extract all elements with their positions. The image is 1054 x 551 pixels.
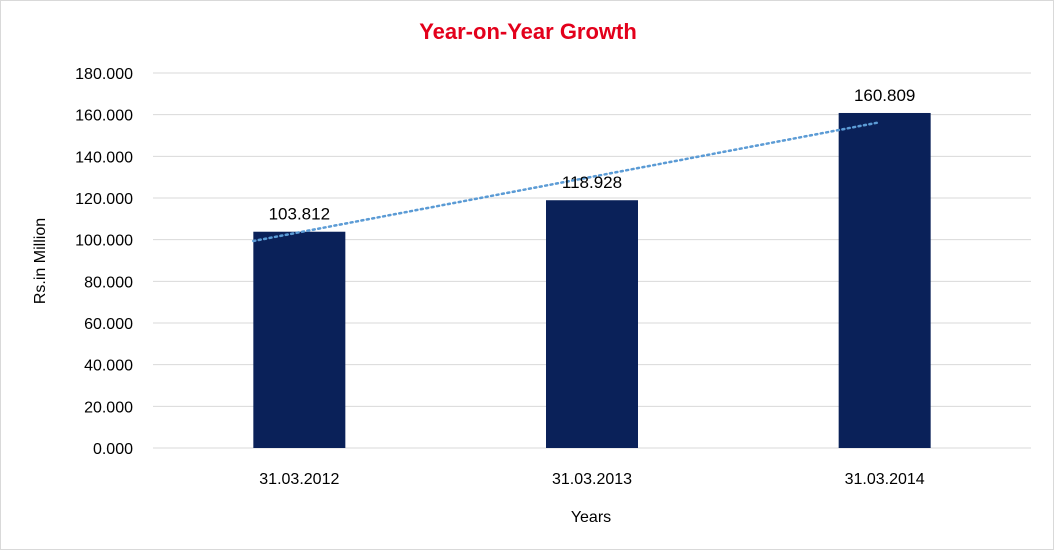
- y-axis-tick-labels: 0.000 20.000 40.000 60.000 80.000 100.000 120.…: [75, 66, 133, 458]
- chart-title: Year-on-Year Growth: [419, 19, 637, 44]
- bars: [253, 112, 931, 448]
- bar: [546, 200, 638, 448]
- data-labels: 103.812 118.928 160.809: [269, 86, 916, 224]
- y-tick-label: 160.000: [75, 108, 133, 125]
- y-tick-label: 40.000: [84, 358, 133, 375]
- trendline-group: [252, 121, 881, 243]
- y-tick-label: 120.000: [75, 191, 133, 208]
- bar: [253, 231, 346, 448]
- bar: [838, 112, 931, 448]
- y-tick-label: 140.000: [75, 149, 133, 166]
- data-label: 103.812: [269, 205, 330, 224]
- y-tick-label: 0.000: [93, 441, 133, 458]
- y-tick-label: 180.000: [75, 66, 133, 83]
- y-tick-label: 60.000: [84, 316, 133, 333]
- x-axis-title: Years: [571, 509, 611, 526]
- data-label: 118.928: [562, 173, 622, 192]
- trendline: [252, 121, 881, 243]
- y-tick-label: 20.000: [84, 399, 133, 416]
- y-tick-label: 80.000: [84, 274, 133, 291]
- x-axis-tick-labels: 31.03.2012 31.03.2013 31.03.2014: [259, 471, 925, 488]
- data-label: 160.809: [854, 86, 915, 105]
- y-tick-label: 100.000: [75, 233, 133, 250]
- y-axis-title: Rs.in Million: [32, 218, 49, 304]
- x-tick-label: 31.03.2012: [259, 471, 339, 488]
- x-tick-label: 31.03.2013: [552, 471, 632, 488]
- x-tick-label: 31.03.2014: [845, 471, 925, 488]
